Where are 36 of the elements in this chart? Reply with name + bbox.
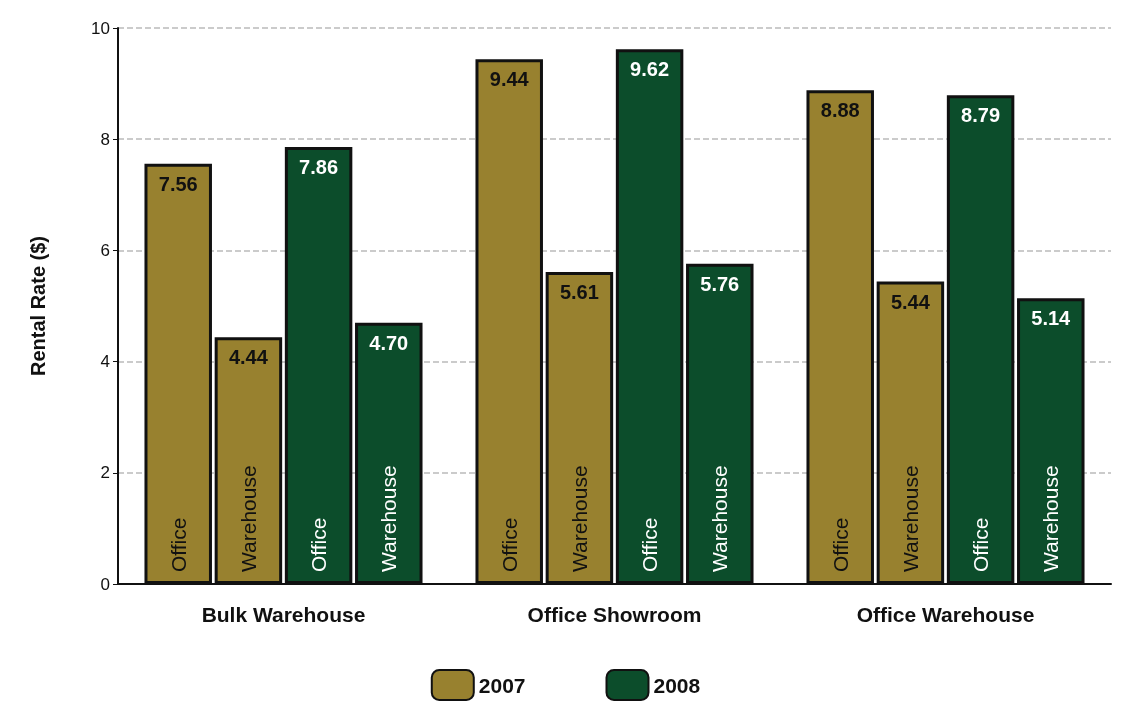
text: Warehouse xyxy=(377,465,401,572)
x-tick-label: Bulk Warehouse xyxy=(201,603,366,626)
y-tick-label: 6 xyxy=(100,240,110,260)
data-label: 5.76 xyxy=(700,272,740,295)
text: Office xyxy=(638,517,662,572)
data-label: 5.14 xyxy=(1031,307,1072,330)
text: Warehouse xyxy=(567,465,591,572)
annotation: Warehouse xyxy=(236,465,260,572)
y-tick-label: 4 xyxy=(100,352,110,372)
data-label: 7.86 xyxy=(299,155,339,178)
x-tick-label: Office Showroom xyxy=(527,603,702,626)
y-tick-label: 8 xyxy=(100,129,110,149)
x-tick-label: Office Warehouse xyxy=(856,603,1035,626)
text: Office xyxy=(969,517,993,572)
data-label: 9.62 xyxy=(630,58,670,81)
data-label: 5.61 xyxy=(559,281,599,304)
text: Warehouse xyxy=(898,465,922,572)
data-label: 5.44 xyxy=(890,290,931,313)
data-label: 8.88 xyxy=(820,99,860,122)
y-tick-label: 2 xyxy=(100,463,110,483)
annotation: Office xyxy=(166,517,190,572)
text: Warehouse xyxy=(1039,465,1063,572)
data-label: 9.44 xyxy=(489,68,530,91)
text: Office xyxy=(307,517,331,572)
y-axis-title: Rental Rate ($) xyxy=(27,235,49,377)
data-label: 8.79 xyxy=(961,104,1001,127)
text: Office xyxy=(497,517,521,572)
data-label: 4.44 xyxy=(228,346,269,369)
data-label: 4.70 xyxy=(369,331,409,354)
y-tick-label: 0 xyxy=(100,574,110,594)
text: Warehouse xyxy=(708,465,732,572)
y-tick-label: 10 xyxy=(91,18,110,38)
text: Office xyxy=(828,517,852,572)
legend-label: 2007 xyxy=(478,673,526,697)
legend-label: 2008 xyxy=(653,673,701,697)
data-label: 7.56 xyxy=(158,172,198,195)
